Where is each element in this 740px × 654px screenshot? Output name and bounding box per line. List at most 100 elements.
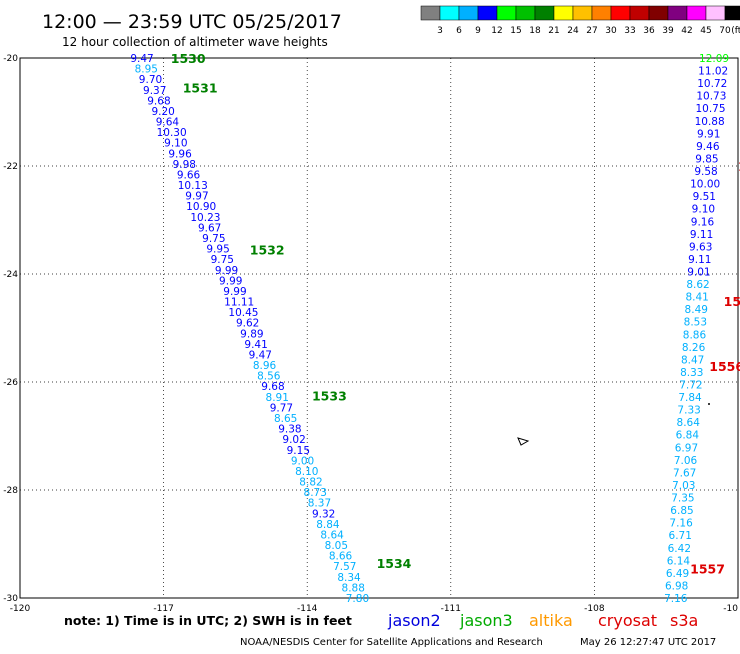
- wave-height-label: 10.75: [695, 103, 725, 115]
- wave-height-label: 9.99: [223, 286, 246, 298]
- wave-height-label: 8.73: [304, 487, 327, 499]
- wave-height-label: 9.99: [219, 275, 242, 287]
- wave-height-label: 7.57: [333, 561, 356, 573]
- plot-frame: [19, 57, 739, 599]
- scale-swatch: [439, 5, 460, 21]
- y-tick-label: -30: [3, 594, 18, 604]
- wave-height-label: 9.68: [147, 95, 170, 107]
- wave-height-label: 7.16: [669, 518, 693, 530]
- wave-height-label: 9.46: [696, 141, 720, 153]
- scale-label: 18: [529, 26, 541, 36]
- y-tick-label: -24: [3, 270, 18, 280]
- time-label: 1556: [709, 359, 740, 374]
- scale-label: 45: [700, 26, 711, 36]
- scale-swatch: [686, 5, 707, 21]
- wave-height-label: 8.84: [316, 519, 340, 531]
- time-label: 1557: [690, 561, 725, 576]
- footer-timestamp: May 26 12:27:47 UTC 2017: [580, 637, 716, 648]
- altimeter-tracks: 9.478.959.709.379.689.209.6410.309.109.9…: [130, 53, 729, 605]
- scale-swatch: [515, 5, 536, 21]
- time-label: 1530: [171, 51, 206, 66]
- wave-height-label: 9.20: [151, 106, 174, 118]
- wave-height-label: 11.11: [224, 297, 254, 309]
- scale-swatch: [572, 5, 593, 21]
- scale-swatch: [534, 5, 555, 21]
- scale-label: 70: [719, 26, 731, 36]
- wave-height-label: 10.13: [178, 180, 208, 192]
- scale-swatch: [648, 5, 669, 21]
- x-tick-label: -117: [153, 604, 173, 614]
- wave-height-label: 9.66: [177, 169, 201, 181]
- wave-height-label: 10.90: [186, 201, 216, 213]
- scale-label: 27: [586, 26, 597, 36]
- wave-height-label: 9.77: [270, 402, 293, 414]
- wave-height-label: 6.42: [668, 543, 691, 555]
- wave-height-label: 6.71: [669, 530, 692, 542]
- wave-height-label: 8.95: [135, 64, 158, 76]
- wave-height-label: 9.10: [692, 204, 715, 216]
- scale-swatch: [705, 5, 726, 21]
- wave-height-label: 8.88: [342, 582, 365, 594]
- wave-height-label: 10.30: [157, 127, 187, 139]
- wave-height-label: 8.37: [308, 498, 331, 510]
- wave-height-label: 9.97: [185, 191, 208, 203]
- wave-height-label: 8.62: [686, 279, 709, 291]
- wave-height-label: 9.95: [206, 244, 229, 256]
- wave-height-label: 8.10: [295, 466, 318, 478]
- scale-label: 42: [681, 26, 692, 36]
- footer-note: note: 1) Time is in UTC; 2) SWH is in fe…: [64, 613, 352, 628]
- wave-height-label: 9.47: [249, 349, 272, 361]
- wave-height-label: 7.67: [673, 467, 696, 479]
- wave-height-label: 6.84: [676, 430, 700, 442]
- legend-item-cryosat: cryosat: [598, 611, 657, 630]
- scale-label: 33: [624, 26, 635, 36]
- wave-height-label: 7.06: [674, 455, 698, 467]
- chart-title: 12:00 — 23:59 UTC 05/25/2017: [42, 11, 342, 33]
- wave-height-label: 6.49: [666, 568, 689, 580]
- scale-swatch: [553, 5, 574, 21]
- wave-height-label: 8.53: [684, 317, 707, 329]
- scale-swatch: [610, 5, 631, 21]
- wave-height-label: 9.67: [198, 222, 221, 234]
- wave-height-label: 7.84: [678, 392, 702, 404]
- wave-height-label: 9.32: [312, 508, 335, 520]
- x-tick-label: -114: [297, 604, 318, 614]
- scale-label: 12: [491, 26, 502, 36]
- legend-item-jason2: jason2: [387, 611, 441, 630]
- wave-height-label: 10.72: [697, 78, 727, 90]
- wave-height-label: 6.98: [665, 580, 688, 592]
- scale-swatch: [477, 5, 498, 21]
- wave-height-label: 9.68: [261, 381, 284, 393]
- time-label: 1532: [250, 243, 285, 258]
- scale-swatch: [667, 5, 688, 21]
- wave-height-label: 8.64: [677, 417, 701, 429]
- wave-height-label: 8.34: [337, 572, 361, 584]
- wave-height-label: 8.26: [682, 342, 706, 354]
- wave-height-label: 9.41: [244, 339, 267, 351]
- legend-item-altika: altika: [529, 611, 573, 630]
- legend: jason2 jason3 altika cryosat s3a: [387, 611, 698, 630]
- scale-label: 3: [437, 26, 443, 36]
- y-tick-label: -28: [3, 486, 18, 496]
- y-tick-label: -26: [3, 378, 18, 388]
- wave-height-label: 8.64: [320, 529, 344, 541]
- scale-label: 39: [662, 26, 674, 36]
- wave-height-label: 9.58: [694, 166, 717, 178]
- time-label: 1531: [183, 81, 218, 96]
- wave-height-label: 9.62: [236, 318, 259, 330]
- time-label: 1534: [377, 556, 412, 571]
- wave-height-label: 9.37: [143, 85, 166, 97]
- wave-height-label: 8.33: [680, 367, 703, 379]
- wave-height-label: 8.47: [681, 354, 704, 366]
- scale-label: 36: [643, 26, 655, 36]
- x-tick-label: -108: [584, 604, 605, 614]
- wave-height-label: 8.91: [266, 392, 289, 404]
- time-labels: 1530 1531 1532 1533 1534 15 155 1556 1557: [171, 51, 740, 576]
- chart-subtitle: 12 hour collection of altimeter wave hei…: [62, 35, 328, 49]
- wave-height-label: 8.05: [325, 540, 348, 552]
- wave-height-label: 10.23: [190, 212, 220, 224]
- scale-swatch: [629, 5, 650, 21]
- wave-height-label: 7.03: [672, 480, 695, 492]
- y-tick-label: -20: [3, 54, 18, 64]
